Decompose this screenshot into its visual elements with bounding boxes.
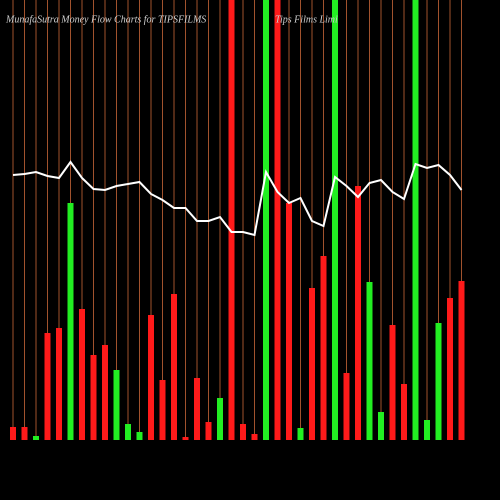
bar (297, 428, 304, 440)
plot-area (10, 0, 465, 440)
chart-subtitle: Tips Films Limi (275, 14, 338, 25)
money-flow-line (12, 160, 463, 237)
bar (90, 355, 97, 440)
bar (332, 0, 338, 440)
bar (205, 422, 212, 440)
bar (194, 378, 200, 440)
chart-title: MunafaSutra Money Flow Charts for TIPSFI… (5, 14, 206, 25)
bar (79, 309, 85, 440)
bar (424, 420, 430, 440)
bar (401, 384, 407, 440)
bar (56, 328, 62, 440)
bar (447, 298, 453, 440)
bar (355, 186, 361, 440)
bar (389, 325, 396, 440)
bar (458, 281, 465, 440)
bar (274, 0, 281, 440)
bar (240, 424, 246, 440)
bar (10, 427, 16, 440)
bar (159, 380, 166, 440)
bar (378, 412, 384, 440)
bar (67, 203, 74, 440)
bar (343, 373, 350, 440)
bar (44, 333, 51, 440)
bar (435, 323, 442, 440)
bar (251, 434, 258, 440)
bar (136, 432, 143, 440)
bar (217, 398, 223, 440)
bar (309, 288, 315, 440)
bar (21, 427, 28, 440)
bar (33, 436, 39, 440)
bar (286, 203, 292, 440)
bar (228, 0, 235, 440)
bar (148, 315, 154, 440)
bar (125, 424, 131, 440)
bar (366, 282, 373, 440)
bar (102, 345, 108, 440)
bar (320, 256, 327, 440)
bar (412, 0, 419, 440)
bar (113, 370, 120, 440)
bar (182, 437, 189, 440)
bar (171, 294, 177, 440)
bar (263, 0, 269, 440)
